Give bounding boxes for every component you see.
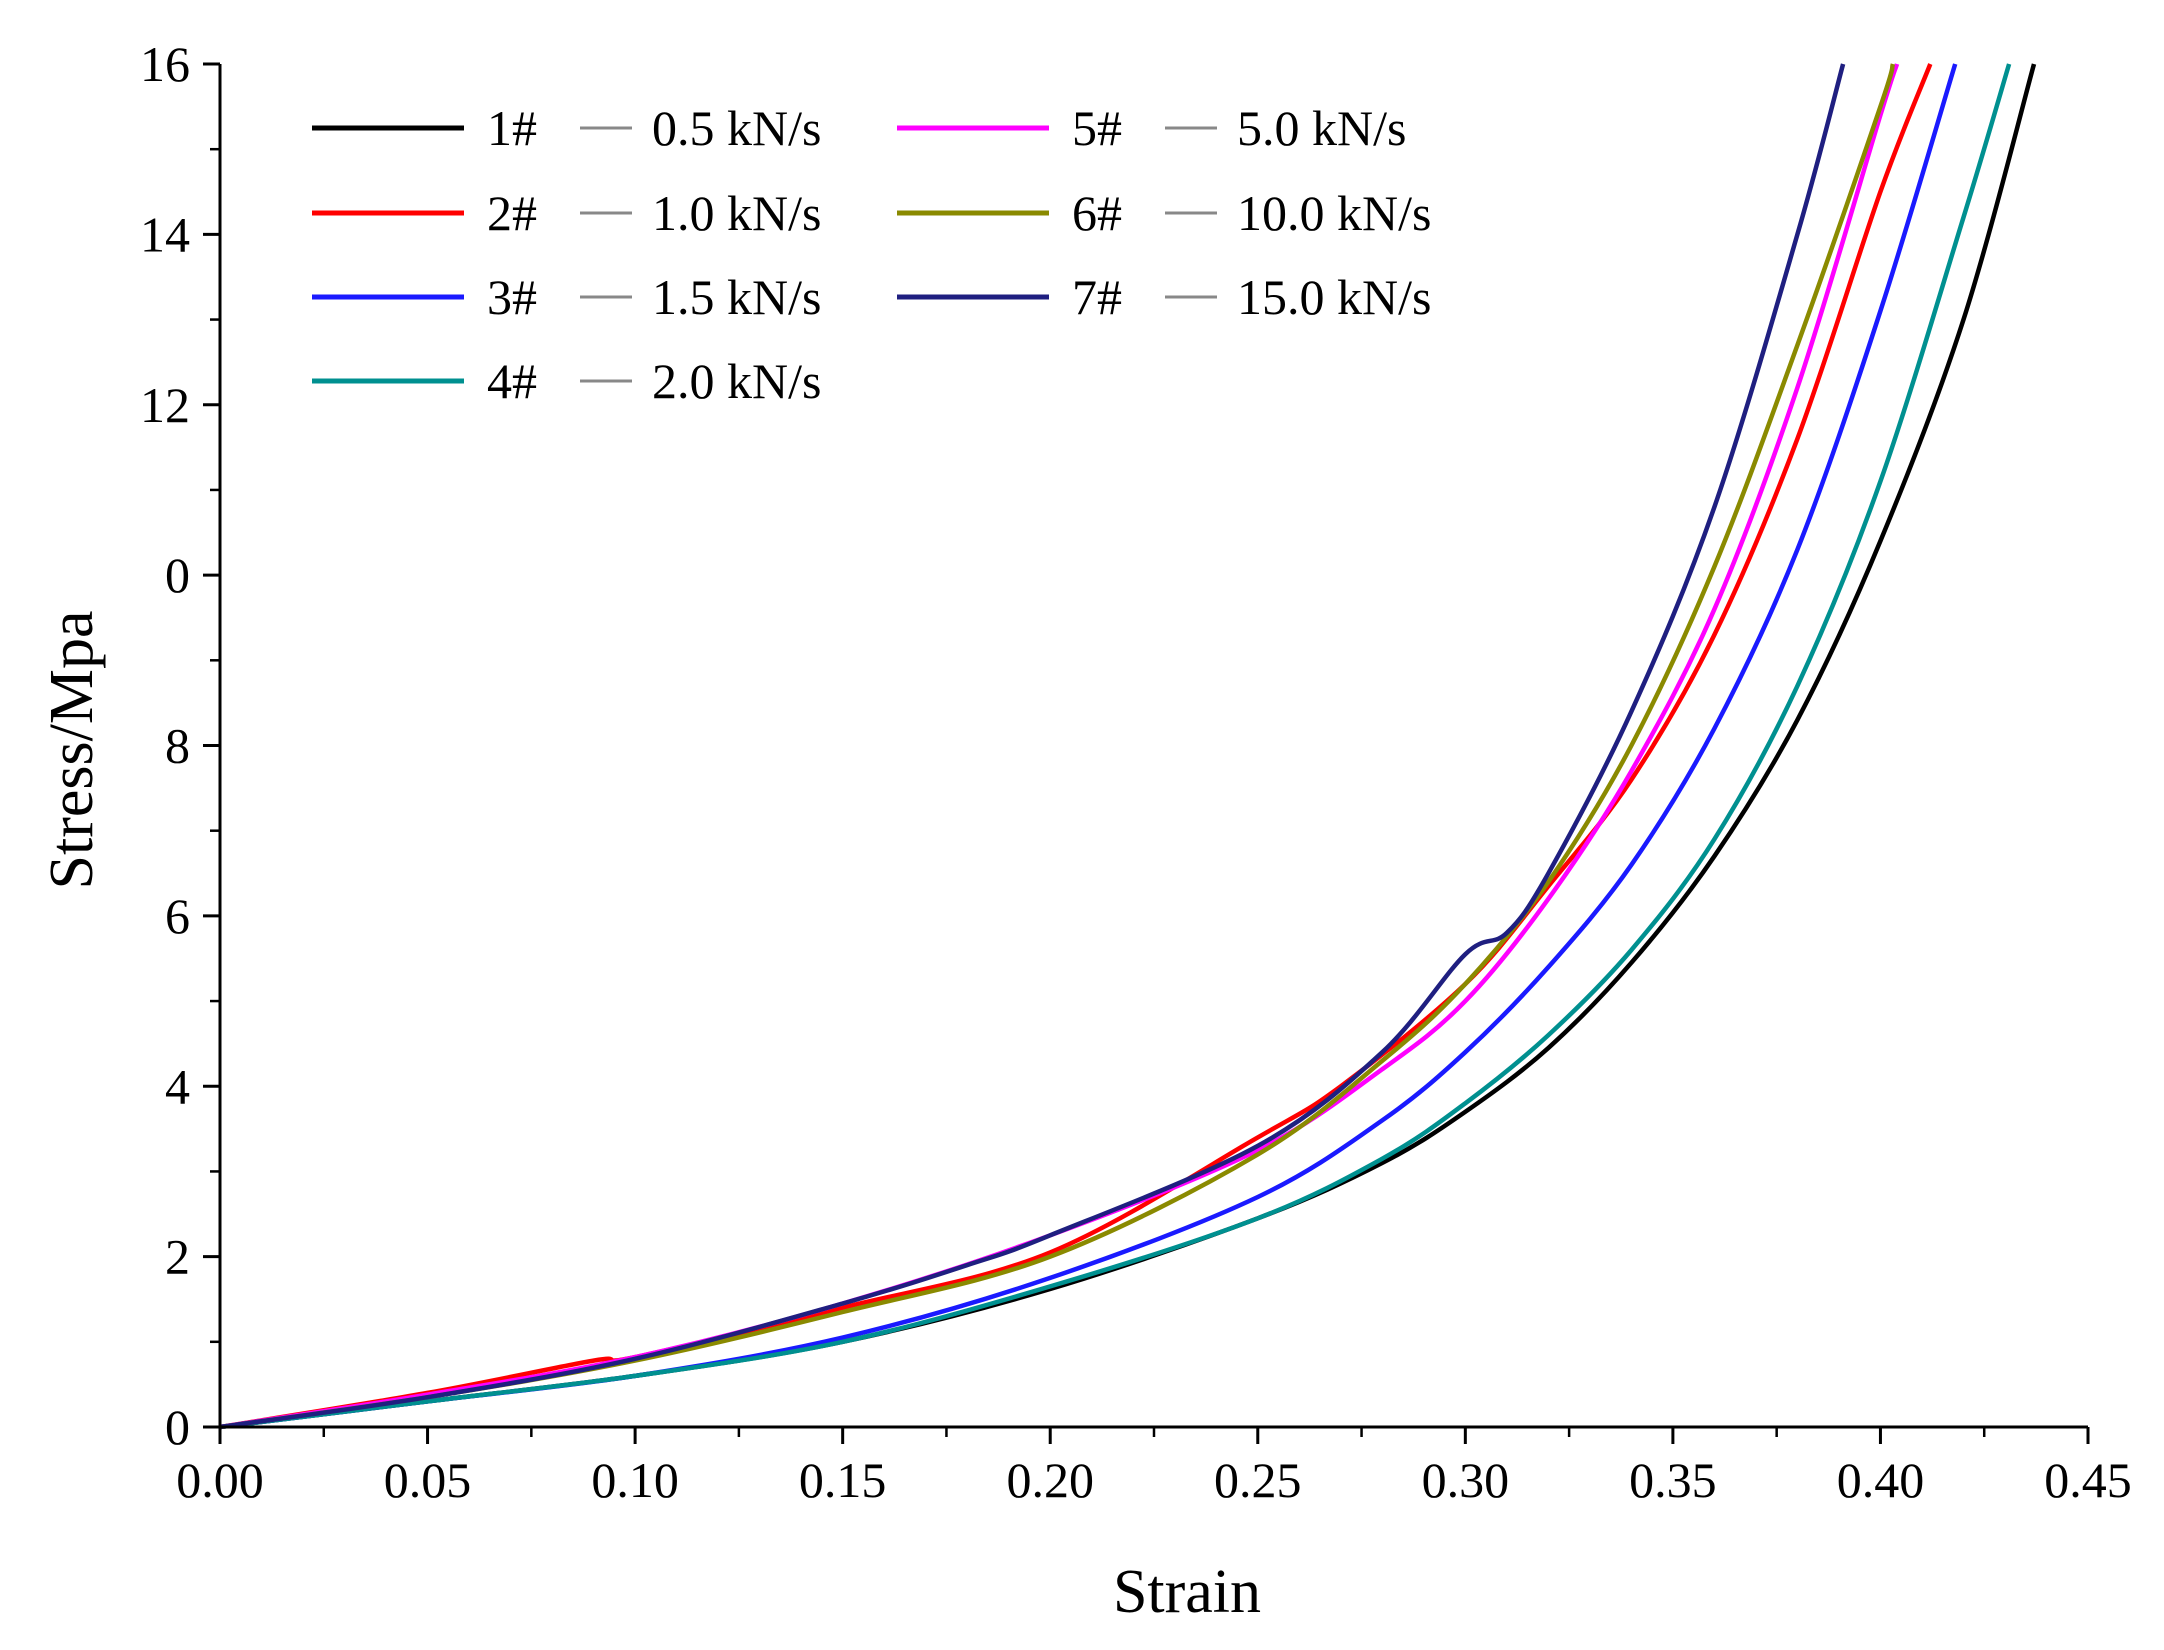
y-tick-label: 2 [165,1229,190,1285]
legend-item-7: 7# 15.0 kN/s [897,269,1431,325]
x-tick-label: 0.25 [1214,1452,1302,1508]
y-tick-label: 0 [165,547,190,603]
y-tick-label: 4 [165,1058,190,1114]
legend-item-2: 2# 1.0 kN/s [312,185,821,241]
y-tick-label: 16 [140,36,190,92]
y-tick-label: 6 [165,888,190,944]
y-tick-label: 12 [140,377,190,433]
legend: 1# 0.5 kN/s 2# 1.0 kN/s 3# 1.5 kN/s 4# 2.0 kN/s… [312,100,1431,409]
legend-series-rate: 5.0 kN/s [1237,100,1406,156]
x-tick-label: 0.05 [384,1452,472,1508]
legend-item-6: 6# 10.0 kN/s [897,185,1431,241]
y-tick-label: 14 [140,206,190,262]
legend-item-3: 3# 1.5 kN/s [312,269,821,325]
x-tick-label: 0.20 [1006,1452,1094,1508]
legend-series-rate: 1.5 kN/s [652,269,821,325]
series-line-7 [219,63,1846,1430]
legend-series-rate: 1.0 kN/s [652,185,821,241]
legend-item-5: 5# 5.0 kN/s [897,100,1406,156]
legend-series-name: 5# [1072,100,1122,156]
legend-item-1: 1# 0.5 kN/s [312,100,821,156]
legend-series-name: 3# [487,269,537,325]
legend-series-rate: 15.0 kN/s [1237,269,1431,325]
series-line-4 [219,63,2012,1430]
legend-series-rate: 0.5 kN/s [652,100,821,156]
y-tick-label: 0 [165,1399,190,1455]
x-tick-label: 0.35 [1629,1452,1717,1508]
legend-series-name: 2# [487,185,537,241]
legend-item-4: 4# 2.0 kN/s [312,353,821,409]
legend-series-name: 4# [487,353,537,409]
x-tick-label: 0.45 [2044,1452,2132,1508]
y-axis-title: Stress/Mpa [38,611,106,890]
legend-series-rate: 10.0 kN/s [1237,185,1431,241]
ticks-layer: 0.00 0.05 0.10 0.15 0.20 0.25 0.30 0.35 0.40 0.45… [140,36,2132,1508]
x-axis-title: Strain [1113,1558,1261,1626]
series-line-2 [219,63,1933,1430]
legend-series-name: 6# [1072,185,1122,241]
y-tick-label: 8 [165,718,190,774]
x-tick-label: 0.00 [176,1452,264,1508]
x-tick-label: 0.15 [799,1452,887,1508]
x-tick-label: 0.30 [1422,1452,1510,1508]
legend-series-rate: 2.0 kN/s [652,353,821,409]
x-tick-label: 0.40 [1837,1452,1925,1508]
legend-series-name: 1# [487,100,537,156]
series-layer [219,63,2037,1430]
legend-series-name: 7# [1072,269,1122,325]
x-tick-label: 0.10 [591,1452,679,1508]
